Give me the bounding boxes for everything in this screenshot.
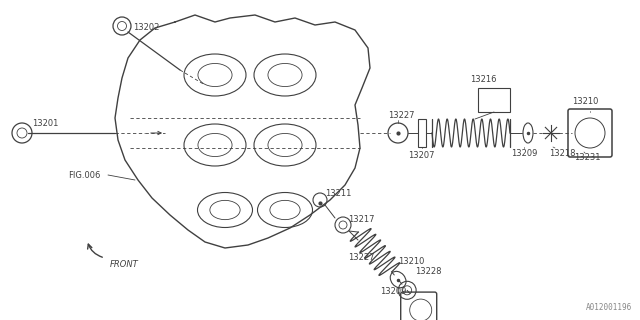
Text: 13231: 13231: [574, 154, 600, 163]
Text: 13202: 13202: [133, 23, 159, 33]
Text: 13210: 13210: [572, 98, 598, 107]
Text: FIG.006: FIG.006: [68, 171, 100, 180]
Text: 13218: 13218: [549, 148, 575, 157]
Text: 13228: 13228: [415, 268, 442, 276]
Text: 13207: 13207: [408, 150, 435, 159]
Text: 13227: 13227: [348, 253, 374, 262]
Text: 13209: 13209: [511, 148, 538, 157]
Text: 13211: 13211: [325, 188, 351, 197]
Bar: [418, 119, 426, 147]
Text: 13216: 13216: [470, 76, 497, 84]
Text: 13201: 13201: [32, 118, 58, 127]
Text: FRONT: FRONT: [110, 260, 139, 269]
Text: A012001196: A012001196: [586, 303, 632, 312]
Text: 13209: 13209: [380, 287, 406, 297]
Text: 13217: 13217: [348, 215, 374, 225]
Bar: [478, 88, 510, 112]
Text: 13227: 13227: [388, 110, 415, 119]
Text: 13210: 13210: [398, 258, 424, 267]
